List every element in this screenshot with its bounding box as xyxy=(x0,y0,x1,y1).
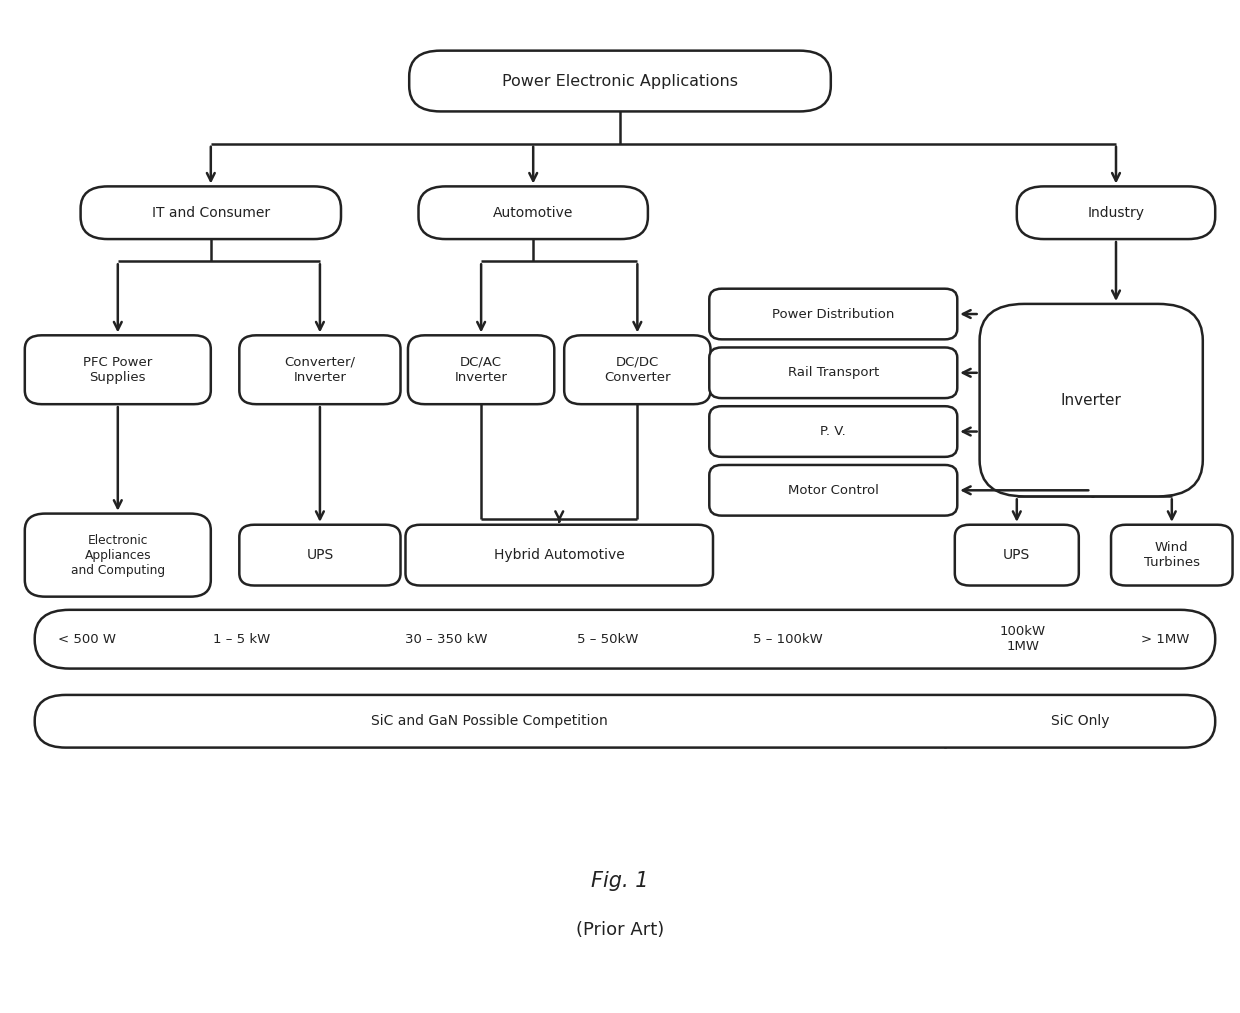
Text: Electronic
Appliances
and Computing: Electronic Appliances and Computing xyxy=(71,534,165,576)
FancyBboxPatch shape xyxy=(35,695,1215,748)
Text: P. V.: P. V. xyxy=(821,425,846,438)
Text: UPS: UPS xyxy=(306,548,334,562)
Text: PFC Power
Supplies: PFC Power Supplies xyxy=(83,356,153,384)
Text: Fig. 1: Fig. 1 xyxy=(591,871,649,891)
Text: (Prior Art): (Prior Art) xyxy=(575,921,665,939)
FancyBboxPatch shape xyxy=(408,335,554,404)
Text: Converter/
Inverter: Converter/ Inverter xyxy=(284,356,356,384)
FancyBboxPatch shape xyxy=(409,51,831,111)
Text: SiC and GaN Possible Competition: SiC and GaN Possible Competition xyxy=(372,714,608,728)
Text: IT and Consumer: IT and Consumer xyxy=(151,206,270,220)
FancyBboxPatch shape xyxy=(980,304,1203,496)
Text: UPS: UPS xyxy=(1003,548,1030,562)
Text: 1 – 5 kW: 1 – 5 kW xyxy=(213,633,270,645)
FancyBboxPatch shape xyxy=(709,347,957,398)
Text: > 1MW: > 1MW xyxy=(1141,633,1190,645)
Text: Industry: Industry xyxy=(1087,206,1145,220)
FancyBboxPatch shape xyxy=(25,335,211,404)
FancyBboxPatch shape xyxy=(709,406,957,457)
FancyBboxPatch shape xyxy=(25,514,211,597)
FancyBboxPatch shape xyxy=(81,186,341,239)
Text: Hybrid Automotive: Hybrid Automotive xyxy=(494,548,625,562)
Text: SiC Only: SiC Only xyxy=(1050,714,1110,728)
Text: Rail Transport: Rail Transport xyxy=(787,367,879,379)
Text: Automotive: Automotive xyxy=(494,206,573,220)
FancyBboxPatch shape xyxy=(239,335,401,404)
Text: 30 – 350 kW: 30 – 350 kW xyxy=(405,633,487,645)
Text: Power Electronic Applications: Power Electronic Applications xyxy=(502,74,738,88)
Text: Power Distribution: Power Distribution xyxy=(773,308,894,320)
FancyBboxPatch shape xyxy=(35,610,1215,669)
FancyBboxPatch shape xyxy=(419,186,647,239)
Text: Inverter: Inverter xyxy=(1060,393,1122,407)
FancyBboxPatch shape xyxy=(955,525,1079,586)
Text: DC/AC
Inverter: DC/AC Inverter xyxy=(455,356,507,384)
Text: Wind
Turbines: Wind Turbines xyxy=(1143,541,1200,569)
Text: 5 – 100kW: 5 – 100kW xyxy=(753,633,822,645)
FancyBboxPatch shape xyxy=(564,335,711,404)
Text: Motor Control: Motor Control xyxy=(787,484,879,496)
FancyBboxPatch shape xyxy=(709,289,957,339)
FancyBboxPatch shape xyxy=(239,525,401,586)
FancyBboxPatch shape xyxy=(1017,186,1215,239)
FancyBboxPatch shape xyxy=(709,465,957,516)
Text: < 500 W: < 500 W xyxy=(58,633,115,645)
FancyBboxPatch shape xyxy=(1111,525,1233,586)
Text: DC/DC
Converter: DC/DC Converter xyxy=(604,356,671,384)
Text: 5 – 50kW: 5 – 50kW xyxy=(577,633,639,645)
Text: 100kW
1MW: 100kW 1MW xyxy=(999,625,1047,653)
FancyBboxPatch shape xyxy=(405,525,713,586)
